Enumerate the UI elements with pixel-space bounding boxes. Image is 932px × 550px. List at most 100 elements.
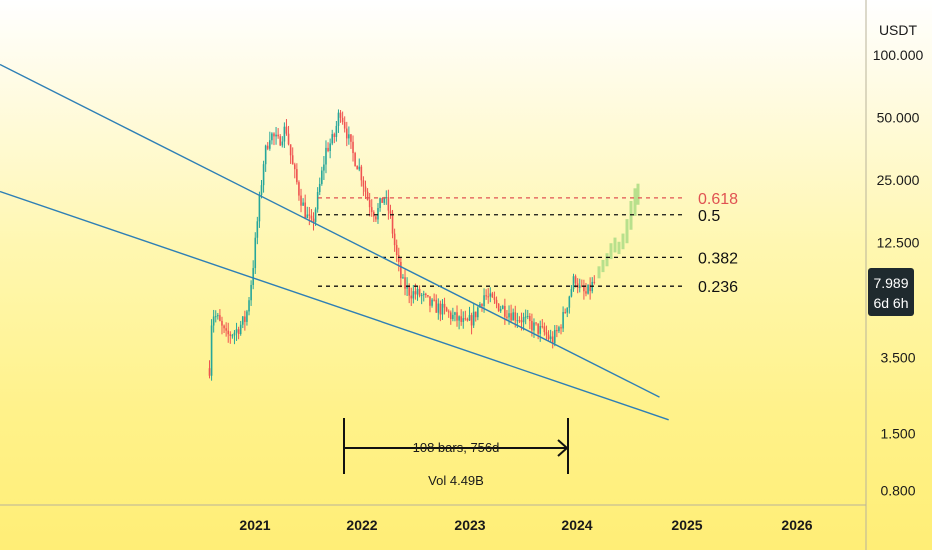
candle[interactable] bbox=[587, 284, 589, 295]
candle[interactable] bbox=[570, 285, 573, 298]
candle[interactable] bbox=[318, 177, 321, 196]
candle[interactable] bbox=[341, 111, 344, 125]
candle[interactable] bbox=[321, 166, 323, 186]
candle[interactable] bbox=[454, 311, 456, 322]
candle[interactable] bbox=[474, 311, 477, 322]
candle[interactable] bbox=[298, 180, 300, 201]
candle[interactable] bbox=[296, 163, 298, 185]
candle[interactable] bbox=[506, 310, 508, 321]
candle[interactable] bbox=[393, 228, 396, 252]
candle[interactable] bbox=[381, 198, 383, 203]
candle[interactable] bbox=[449, 310, 452, 325]
candle[interactable] bbox=[493, 291, 496, 304]
candle[interactable] bbox=[264, 144, 267, 172]
candle[interactable] bbox=[310, 209, 313, 223]
candle[interactable] bbox=[219, 309, 221, 322]
candle[interactable] bbox=[244, 310, 246, 331]
candle[interactable] bbox=[377, 203, 379, 224]
candle[interactable] bbox=[289, 144, 292, 164]
candle[interactable] bbox=[529, 313, 531, 330]
candle[interactable] bbox=[208, 360, 211, 379]
candle[interactable] bbox=[420, 293, 423, 305]
candle[interactable] bbox=[435, 294, 438, 313]
candle[interactable] bbox=[460, 309, 462, 326]
candle[interactable] bbox=[397, 247, 400, 272]
candle[interactable] bbox=[364, 180, 367, 200]
candle[interactable] bbox=[564, 308, 566, 314]
candle[interactable] bbox=[345, 121, 348, 147]
candle[interactable] bbox=[302, 198, 304, 206]
candle[interactable] bbox=[437, 298, 440, 320]
candle[interactable] bbox=[325, 140, 327, 174]
candle[interactable] bbox=[558, 325, 560, 334]
candle[interactable] bbox=[433, 293, 435, 302]
candle[interactable] bbox=[368, 193, 371, 217]
candle[interactable] bbox=[410, 287, 413, 306]
candle[interactable] bbox=[248, 297, 250, 316]
candle[interactable] bbox=[468, 306, 471, 321]
candle[interactable] bbox=[518, 316, 521, 323]
candle[interactable] bbox=[239, 320, 242, 336]
price-axis[interactable]: USDT 100.000 50.000 25.000 12.500 3.500 1.500 0… bbox=[865, 0, 924, 550]
candle[interactable] bbox=[470, 312, 473, 335]
candle[interactable] bbox=[591, 277, 594, 294]
candle[interactable] bbox=[304, 194, 306, 220]
candle[interactable] bbox=[323, 156, 325, 180]
candle[interactable] bbox=[495, 296, 498, 309]
candle[interactable] bbox=[422, 290, 425, 302]
candle[interactable] bbox=[464, 310, 467, 321]
candle[interactable] bbox=[447, 309, 450, 318]
time-axis[interactable]: 2021 2022 2023 2024 2025 2026 bbox=[0, 504, 866, 533]
candle[interactable] bbox=[373, 210, 375, 223]
candle[interactable] bbox=[291, 147, 294, 165]
candle[interactable] bbox=[300, 188, 302, 213]
candle[interactable] bbox=[485, 289, 487, 300]
candle[interactable] bbox=[504, 298, 506, 325]
candle[interactable] bbox=[462, 311, 465, 329]
candle[interactable] bbox=[277, 128, 279, 139]
candle[interactable] bbox=[547, 330, 550, 342]
candle[interactable] bbox=[445, 306, 448, 312]
candle[interactable] bbox=[400, 257, 402, 288]
candle[interactable] bbox=[229, 331, 232, 344]
candle[interactable] bbox=[214, 310, 217, 323]
candle[interactable] bbox=[510, 304, 512, 323]
candle[interactable] bbox=[541, 319, 544, 329]
candle[interactable] bbox=[593, 275, 596, 285]
candle[interactable] bbox=[389, 204, 392, 219]
candle[interactable] bbox=[293, 162, 296, 179]
candle[interactable] bbox=[354, 151, 356, 167]
candle[interactable] bbox=[266, 142, 269, 151]
candle[interactable] bbox=[258, 191, 261, 228]
candle[interactable] bbox=[279, 134, 282, 147]
candle[interactable] bbox=[425, 292, 427, 298]
candle[interactable] bbox=[499, 305, 502, 313]
candle[interactable] bbox=[535, 322, 537, 326]
candle[interactable] bbox=[233, 330, 236, 345]
candle[interactable] bbox=[250, 280, 252, 306]
candle[interactable] bbox=[275, 126, 277, 145]
candle[interactable] bbox=[524, 309, 527, 325]
candle[interactable] bbox=[358, 158, 361, 172]
candle[interactable] bbox=[362, 176, 365, 196]
candle[interactable] bbox=[553, 325, 556, 347]
candle[interactable] bbox=[458, 315, 460, 330]
candle[interactable] bbox=[314, 207, 317, 226]
candle[interactable] bbox=[568, 295, 571, 314]
candle[interactable] bbox=[327, 142, 329, 153]
candle[interactable] bbox=[237, 326, 240, 340]
candle[interactable] bbox=[583, 279, 585, 300]
candle[interactable] bbox=[585, 282, 587, 297]
candle[interactable] bbox=[477, 306, 479, 321]
candle[interactable] bbox=[281, 136, 284, 148]
candle[interactable] bbox=[360, 164, 363, 187]
candle[interactable] bbox=[221, 316, 223, 335]
candle[interactable] bbox=[306, 206, 309, 219]
candle[interactable] bbox=[427, 295, 429, 298]
candle[interactable] bbox=[572, 273, 575, 292]
candle[interactable] bbox=[562, 306, 564, 333]
candle[interactable] bbox=[269, 131, 271, 151]
candle[interactable] bbox=[526, 309, 529, 320]
